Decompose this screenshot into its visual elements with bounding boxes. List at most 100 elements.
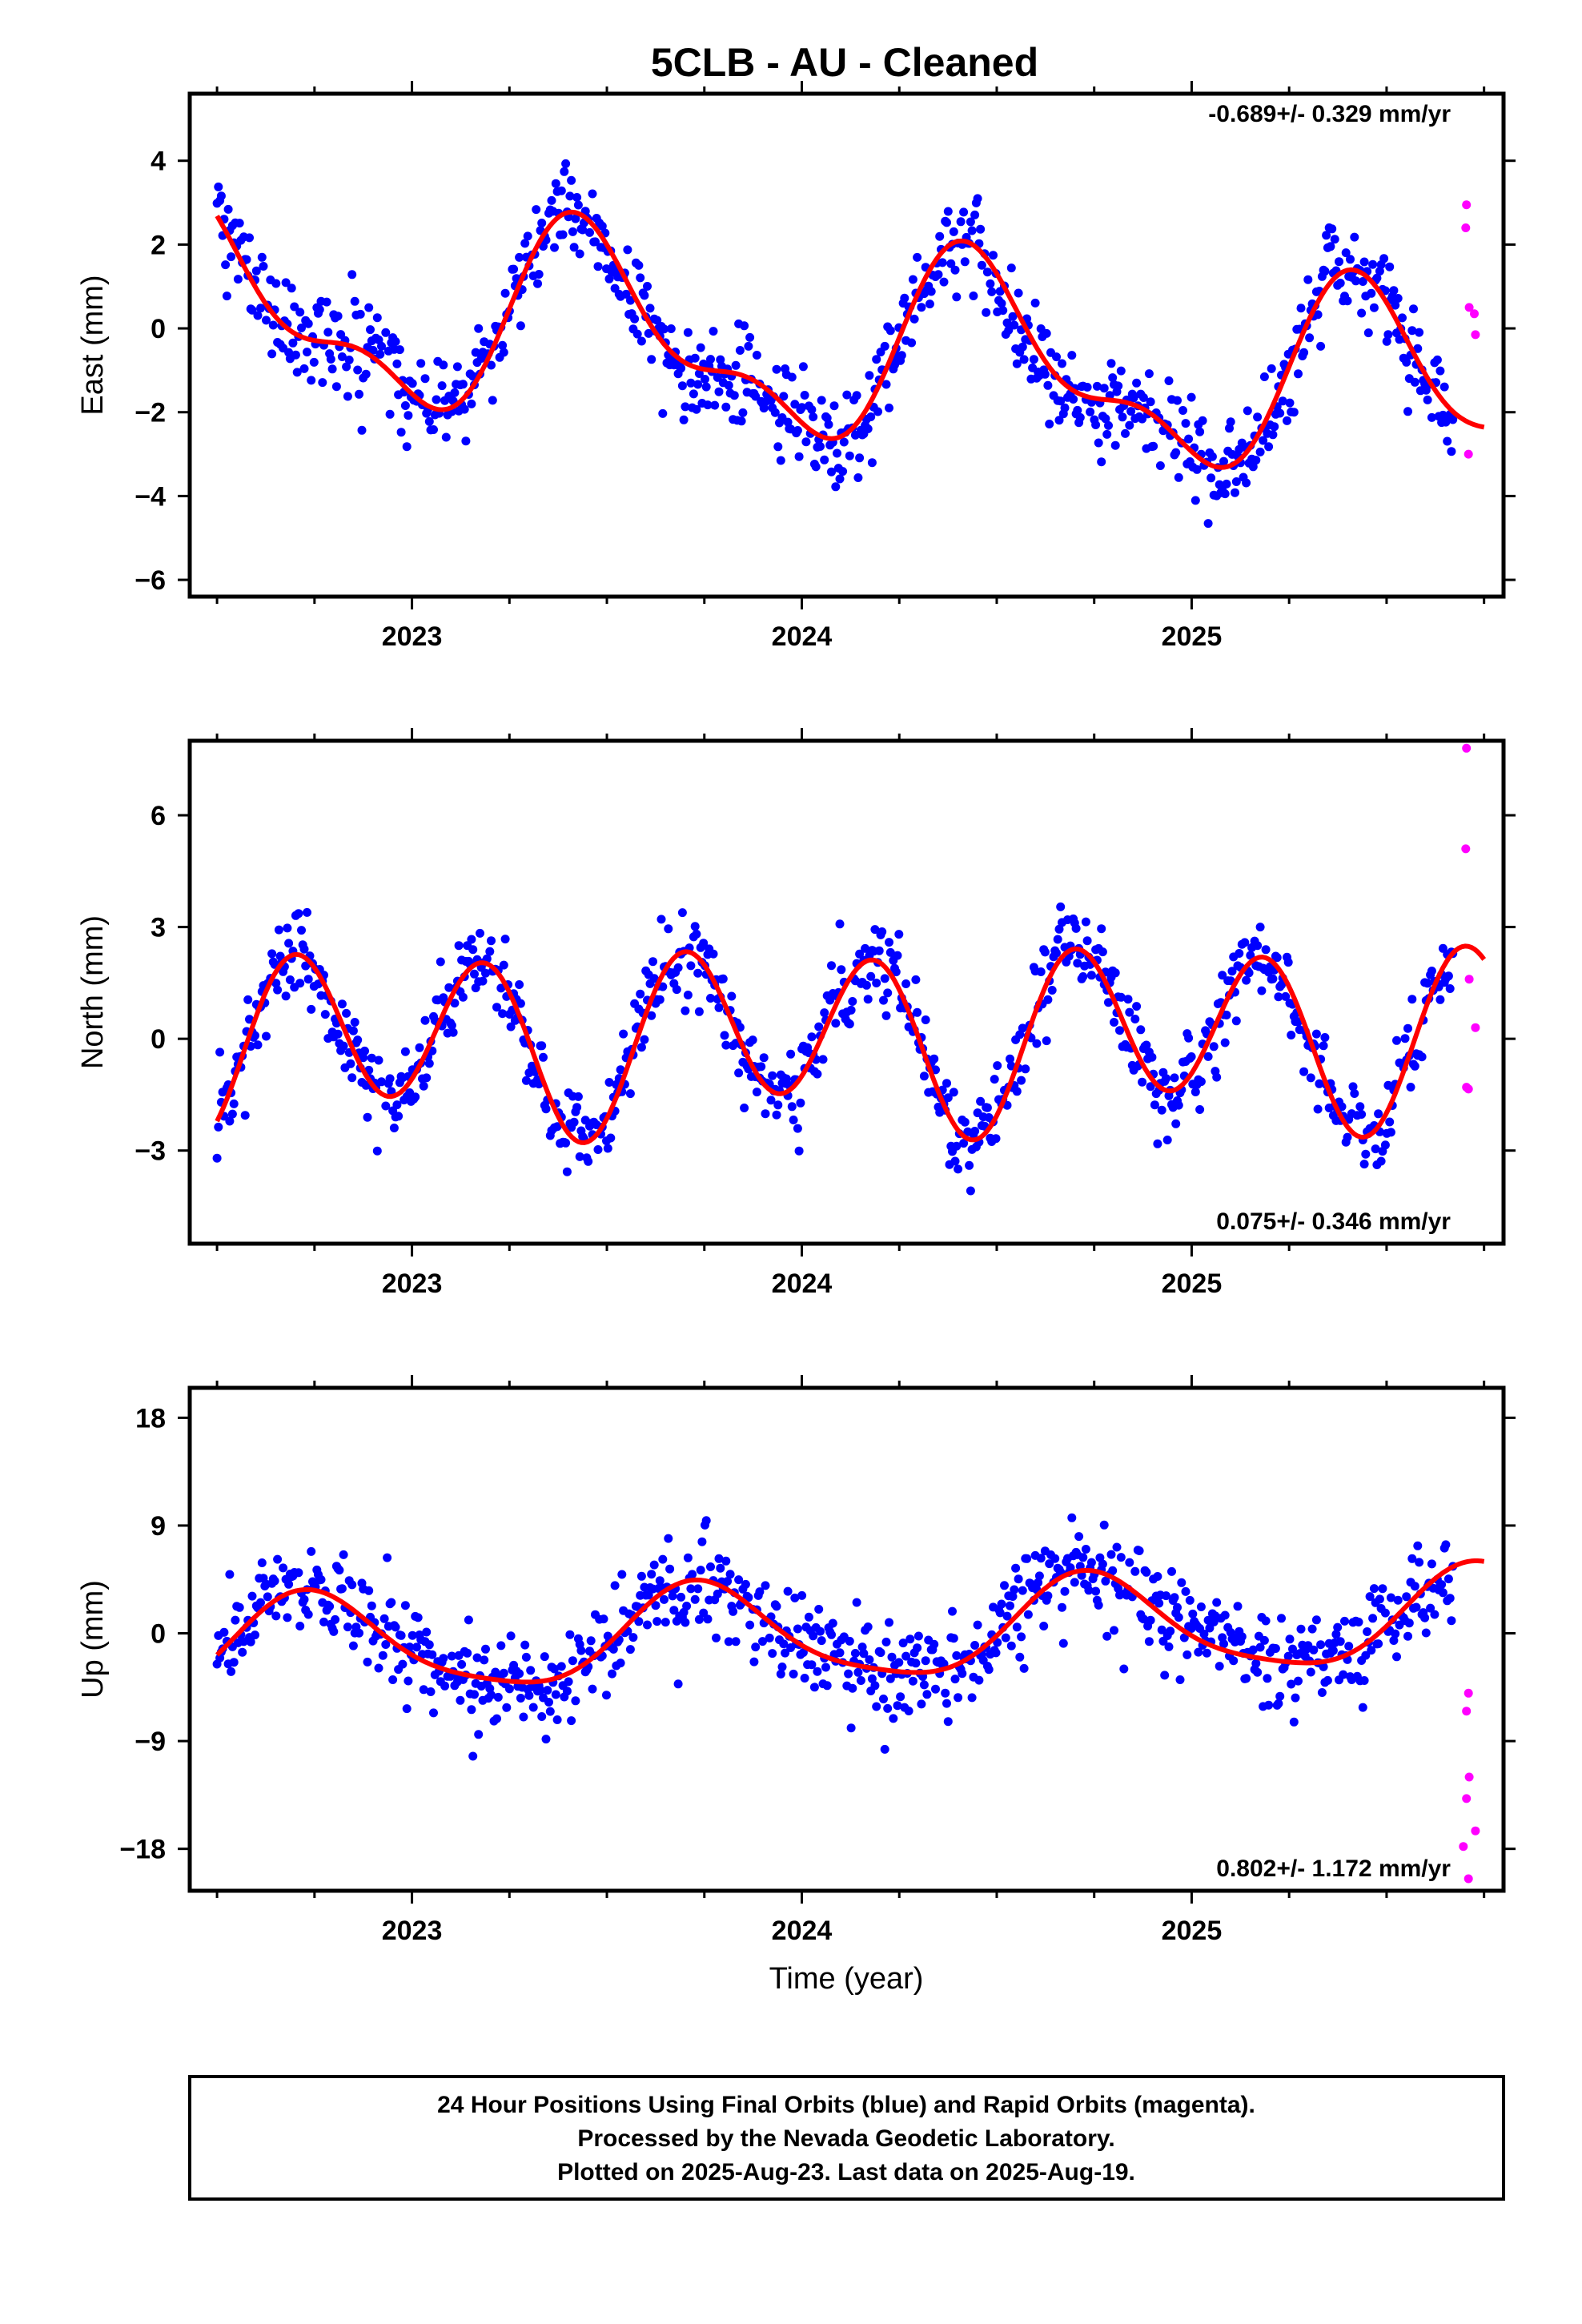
final-orbit-point: [597, 221, 607, 231]
final-orbit-point: [1171, 448, 1181, 457]
final-orbit-point: [703, 400, 713, 410]
final-orbit-point: [1000, 1581, 1009, 1590]
final-orbit-point: [551, 179, 560, 188]
final-orbit-point: [564, 1677, 573, 1687]
final-orbit-point: [896, 1692, 905, 1702]
final-orbit-point: [1110, 440, 1120, 450]
final-orbit-point: [976, 1096, 986, 1106]
final-orbit-point: [496, 983, 506, 993]
final-orbit-point: [1294, 1676, 1303, 1686]
final-orbit-point: [731, 360, 741, 370]
final-orbit-point: [1014, 1574, 1023, 1584]
final-orbit-point: [991, 1134, 1001, 1144]
final-orbit-point: [683, 1553, 693, 1562]
final-orbit-point: [573, 1092, 583, 1101]
final-orbit-point: [262, 1031, 271, 1041]
rapid-orbit-point: [1464, 1874, 1473, 1884]
final-orbit-point: [1233, 1602, 1243, 1611]
final-orbit-point: [913, 252, 922, 262]
final-orbit-point: [865, 1655, 874, 1664]
final-orbit-point: [1195, 1105, 1205, 1114]
final-orbit-point: [1438, 1588, 1447, 1598]
x-tick-label: 2025: [1162, 621, 1223, 652]
final-orbit-point: [307, 1546, 316, 1556]
final-orbit-point: [761, 1109, 770, 1119]
final-orbit-point: [1261, 945, 1271, 955]
final-orbit-point: [1091, 420, 1101, 429]
final-orbit-point: [235, 219, 244, 228]
final-orbit-point: [257, 1558, 267, 1567]
final-orbit-point: [279, 1563, 288, 1573]
final-orbit-point: [578, 225, 588, 235]
final-orbit-point: [502, 1703, 512, 1712]
final-orbit-point: [499, 1668, 508, 1678]
final-orbit-point: [982, 308, 991, 317]
final-orbit-point: [1164, 376, 1174, 385]
final-orbit-point: [987, 287, 997, 296]
final-orbit-point: [1199, 1629, 1209, 1638]
final-orbit-point: [997, 1599, 1006, 1609]
final-orbit-point: [295, 1622, 305, 1630]
final-orbit-point: [500, 935, 510, 944]
final-orbit-point: [1052, 948, 1061, 958]
final-orbit-point: [1423, 979, 1432, 988]
final-orbit-point: [1147, 1052, 1157, 1062]
final-orbit-point: [1443, 971, 1453, 981]
final-orbit-point: [1104, 998, 1113, 1007]
final-orbit-point: [342, 362, 351, 372]
final-orbit-point: [467, 1705, 476, 1715]
final-orbit-point: [1073, 405, 1082, 415]
x-tick-label: 2023: [382, 1916, 443, 1946]
final-orbit-point: [1034, 1578, 1043, 1587]
final-orbit-point: [831, 482, 841, 492]
final-orbit-point: [970, 210, 980, 219]
final-orbit-point: [893, 951, 902, 960]
final-orbit-point: [721, 1040, 731, 1050]
final-orbit-point: [1285, 1634, 1295, 1644]
final-orbit-point: [725, 1570, 735, 1579]
final-orbit-point: [644, 1590, 653, 1600]
final-orbit-point: [343, 1622, 352, 1632]
y-tick-label: 3: [151, 913, 166, 943]
final-orbit-point: [586, 1636, 596, 1646]
final-orbit-point: [1403, 1631, 1412, 1641]
final-orbit-point: [285, 975, 295, 984]
final-orbit-point: [493, 1692, 503, 1702]
final-orbit-point: [706, 1562, 715, 1571]
final-orbit-point: [1097, 924, 1106, 934]
final-orbit-point: [543, 1686, 552, 1695]
east-rate-label: -0.689+/- 0.329 mm/yr: [1208, 101, 1451, 127]
final-orbit-point: [575, 1152, 584, 1161]
final-orbit-point: [690, 353, 700, 363]
final-orbit-point: [1177, 1578, 1186, 1587]
final-orbit-point: [701, 382, 711, 392]
final-orbit-point: [1146, 1082, 1155, 1092]
final-orbit-point: [547, 195, 556, 205]
final-orbit-point: [1391, 300, 1400, 310]
final-orbit-point: [1181, 419, 1191, 428]
final-orbit-point: [468, 1751, 478, 1761]
final-orbit-point: [973, 194, 982, 203]
final-orbit-point: [1034, 1571, 1044, 1581]
north-data: [212, 743, 1487, 1196]
final-orbit-point: [472, 1653, 482, 1663]
final-orbit-point: [1006, 263, 1016, 273]
final-orbit-point: [1067, 1513, 1077, 1522]
final-orbit-point: [973, 1620, 982, 1630]
final-orbit-point: [797, 1590, 807, 1600]
final-orbit-point: [231, 1615, 240, 1625]
final-orbit-point: [714, 387, 724, 396]
final-orbit-point: [1188, 1609, 1198, 1618]
final-orbit-point: [874, 946, 884, 955]
final-orbit-point: [329, 1626, 339, 1636]
final-orbit-point: [1421, 1628, 1431, 1638]
final-orbit-point: [877, 927, 887, 936]
final-orbit-point: [519, 1712, 528, 1722]
final-orbit-point: [693, 968, 703, 978]
final-orbit-point: [954, 1693, 963, 1703]
final-orbit-point: [215, 1047, 225, 1057]
final-orbit-point: [396, 1630, 406, 1640]
final-orbit-point: [1010, 320, 1019, 330]
final-orbit-point: [1164, 1642, 1174, 1651]
final-orbit-point: [1209, 1042, 1219, 1051]
